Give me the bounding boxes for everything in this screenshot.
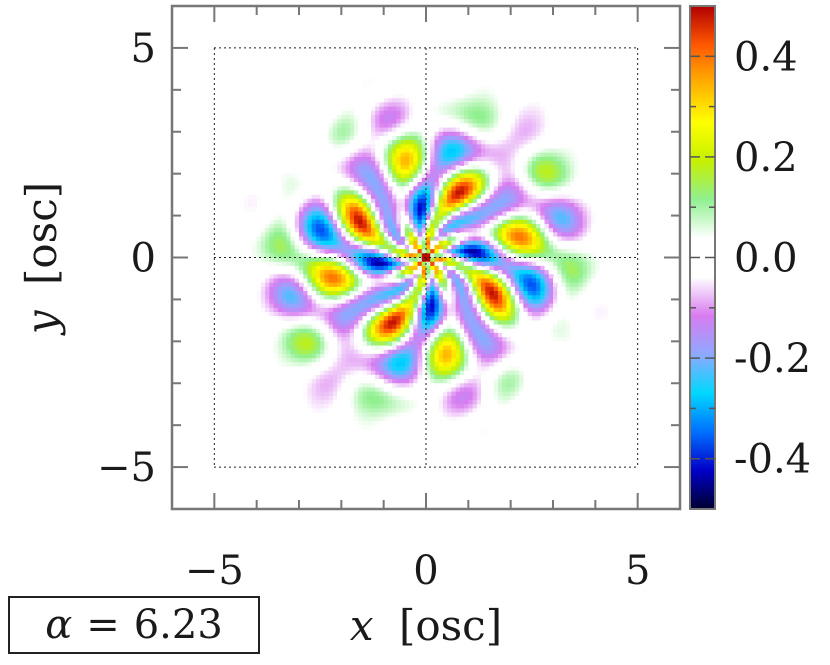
- x-tick-labels: −5 0 5: [185, 548, 651, 594]
- axis-ticks: [171, 5, 681, 510]
- parameter-value: 6.23: [133, 602, 223, 648]
- x-axis-label: x [osc]: [350, 601, 502, 650]
- colorbar-tick-label: -0.4: [734, 437, 811, 483]
- y-tick-label: 5: [131, 26, 156, 72]
- x-tick-label: 5: [625, 548, 650, 594]
- colorbar-tick-labels: 0.4 0.2 0.0 -0.2 -0.4: [734, 34, 811, 482]
- x-tick-label: −5: [185, 548, 244, 594]
- colorbar-ticks: [690, 55, 715, 460]
- colorbar-tick-label: 0.4: [734, 34, 798, 80]
- y-axis-var: y: [17, 309, 66, 336]
- y-axis-label: y [osc]: [17, 182, 66, 336]
- y-tick-label: −5: [97, 445, 156, 491]
- parameter-symbol: α: [45, 602, 73, 648]
- colorbar-tick-label: 0.0: [734, 236, 798, 282]
- y-axis-unit: [osc]: [17, 182, 66, 285]
- colorbar-tick-label: 0.2: [734, 135, 798, 181]
- heatmap-layer: [205, 39, 647, 477]
- y-tick-label: 0: [131, 236, 156, 282]
- x-tick-label: 0: [413, 548, 438, 594]
- colorbar: 0.4 0.2 0.0 -0.2 -0.4: [689, 5, 811, 510]
- x-axis-unit: [osc]: [399, 601, 502, 650]
- x-axis-var: x: [350, 601, 374, 650]
- parameter-equals: =: [86, 602, 120, 648]
- colorbar-tick-label: -0.2: [734, 336, 811, 382]
- grid-lines: [213, 47, 639, 468]
- parameter-box: α = 6.23: [8, 596, 260, 654]
- y-tick-labels: −5 0 5: [97, 26, 156, 491]
